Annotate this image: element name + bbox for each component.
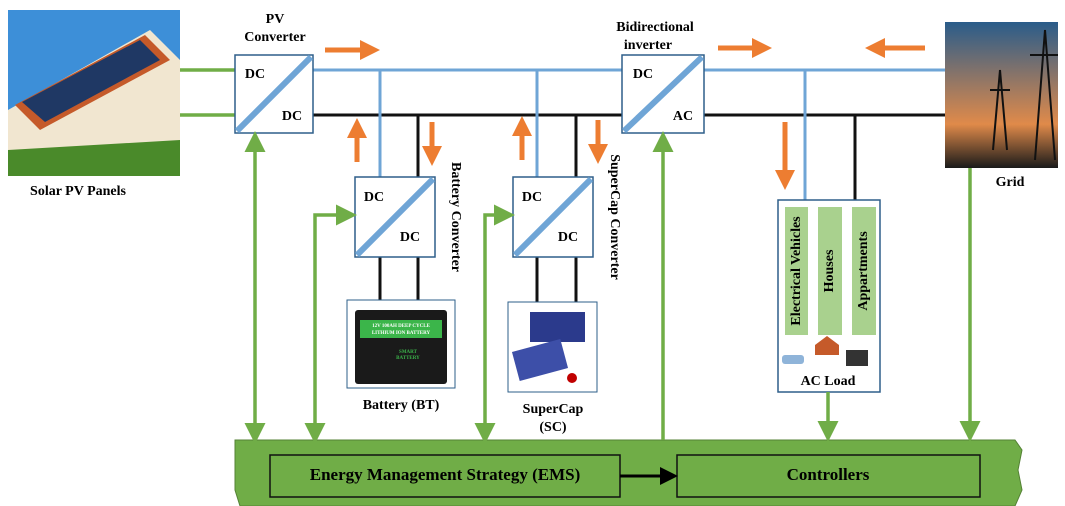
converter-port: DC [282,109,302,124]
inverter-label: inverter [624,38,672,53]
converter-port: DC [364,190,384,205]
control-arrows [244,131,981,444]
load-label: Appartments [856,231,871,311]
converter-port: DC [245,67,265,82]
converter-port: DC [558,230,578,245]
battery-image-text: SMART [399,350,418,355]
converter-port: AC [673,109,693,124]
supercap-label: (SC) [539,420,567,435]
battery-converter [354,176,436,258]
controllers-label: Controllers [787,465,870,484]
load-label: Electrical Vehicles [789,216,804,326]
grid-label: Grid [996,175,1025,190]
inverter-label: Bidirectional [616,20,694,35]
battery-image-text: LITHIUM ION BATTERY [372,331,431,336]
battery-image-text: 12V 100AH DEEP CYCLE [372,324,430,329]
ac-load-label: AC Load [801,374,856,389]
supercap-converter-label: SuperCap Converter [607,154,622,280]
pv-converter-label: PV [266,12,285,27]
supercap-label: SuperCap [523,402,584,417]
battery-image-text: BATTERY [396,356,420,361]
converter-port: DC [633,67,653,82]
supercap-converter [512,176,594,258]
converter-port: DC [400,230,420,245]
load-label: Houses [822,249,837,292]
ac-load [777,199,881,393]
battery-image [346,299,456,389]
flow-arrows [325,38,925,190]
battery-converter-label: Battery Converter [448,162,463,272]
supercap-image [507,301,598,393]
pv-converter [234,54,314,134]
ems-label: Energy Management Strategy (EMS) [310,465,581,484]
ems-banner [234,439,1023,506]
grid-image [945,22,1058,168]
inverter [621,54,705,134]
converter-port: DC [522,190,542,205]
pv-converter-label: Converter [244,30,305,45]
battery-label: Battery (BT) [363,398,440,413]
solar-label: Solar PV Panels [30,184,126,199]
solar-image [8,10,180,176]
